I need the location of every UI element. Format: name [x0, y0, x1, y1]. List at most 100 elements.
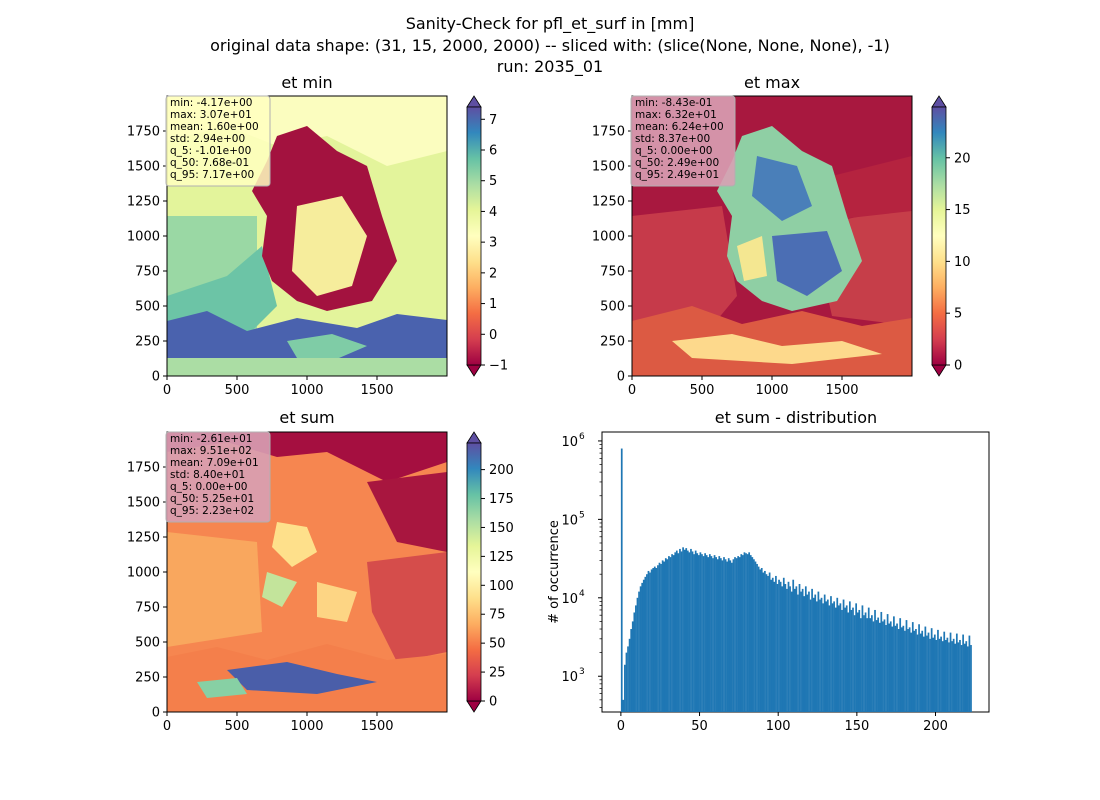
y-tick-label: 750: [600, 265, 625, 280]
histogram-bar: [844, 607, 846, 712]
histogram-bar: [798, 583, 801, 712]
stats-box-background: [165, 95, 271, 187]
histogram-bar: [897, 629, 900, 712]
histogram-bar: [652, 567, 655, 712]
histogram-bar: [660, 563, 662, 712]
histogram-bar: [754, 561, 757, 712]
stat-min: min: -8.43e-01: [635, 97, 712, 109]
histogram-bar: [691, 551, 694, 712]
x-tick-label: 500: [225, 383, 250, 398]
histogram-bar: [715, 557, 717, 712]
histogram-bar: [644, 576, 647, 712]
y-tick-label: 1750: [127, 461, 160, 476]
histogram-bar: [864, 612, 867, 712]
histogram-bar: [929, 638, 931, 712]
y-tick-label: 250: [600, 335, 625, 350]
histogram-bar: [825, 601, 828, 712]
histogram-bar: [970, 645, 972, 712]
histogram-bar: [959, 639, 961, 712]
histogram-bar: [869, 618, 872, 712]
histogram-bar: [641, 582, 644, 712]
histogram-bar: [955, 633, 958, 712]
histogram-bar: [672, 555, 675, 712]
x-tick-label: 1000: [290, 719, 323, 734]
stat-std: std: 8.37e+00: [635, 133, 710, 145]
y-tick-label: 1500: [127, 160, 160, 175]
colorbar-tick-label: 6: [489, 144, 497, 159]
colorbar-tick-label: 50: [489, 637, 506, 652]
stats-box: min: -8.43e-01 max: 6.32e+01 mean: 6.24e…: [630, 95, 736, 187]
histogram-bar: [819, 599, 821, 712]
histogram-bar: [850, 609, 853, 712]
histogram-bar: [852, 607, 854, 712]
y-tick-exponent: 4: [579, 589, 585, 599]
histogram-bar: [671, 554, 673, 712]
x-tick-label: 150: [844, 719, 869, 734]
histogram-bar: [872, 621, 875, 712]
histogram-bar: [815, 601, 818, 712]
map-alps-inner: [287, 334, 367, 361]
histogram-bar: [889, 621, 892, 712]
y-tick-exponent: 3: [579, 667, 585, 677]
colorbar-tick-label: 200: [489, 463, 514, 478]
histogram-bar: [753, 559, 755, 712]
histogram-bar: [622, 699, 625, 712]
histogram-bar: [880, 611, 883, 712]
histogram-bar: [826, 599, 829, 712]
histogram-bar: [642, 579, 645, 712]
histogram-bar: [905, 620, 908, 712]
histogram-bar: [927, 632, 930, 712]
y-tick-label: 1750: [592, 125, 625, 140]
panel-title: et sum: [279, 408, 334, 427]
histogram-bar: [896, 623, 898, 712]
colorbar-tick-label: 150: [489, 521, 514, 536]
histogram-bar: [834, 607, 837, 712]
histogram-bar: [697, 555, 700, 712]
histogram-bar: [729, 560, 732, 712]
map-alps-green: [197, 678, 247, 698]
histogram-bar: [899, 618, 902, 712]
y-tick-label: 1500: [592, 160, 625, 175]
histogram-bar: [721, 560, 724, 712]
histogram-bar: [650, 569, 653, 712]
histogram-bar: [732, 559, 735, 712]
stats-box-background: [165, 431, 271, 523]
histogram-bar: [910, 632, 913, 712]
histogram-bar: [705, 555, 708, 712]
histogram-bar: [658, 562, 661, 712]
colorbar-tick-label: −1: [489, 359, 508, 374]
x-tick-label: 200: [923, 719, 948, 734]
map-country-green: [262, 572, 297, 607]
histogram-bar: [907, 629, 909, 712]
map-alps-blue: [227, 662, 377, 694]
histogram-bar: [954, 643, 957, 712]
histogram-bar: [828, 605, 831, 712]
panel-title: et sum - distribution: [715, 408, 877, 427]
histogram-bar: [894, 625, 897, 712]
histogram-bar: [882, 621, 884, 712]
histogram-bar: [784, 583, 787, 712]
histogram-bar: [817, 591, 820, 712]
histogram-bar: [811, 588, 813, 712]
colorbar-gradient: [466, 106, 482, 366]
y-tick-label: 0: [152, 706, 160, 721]
histogram-bar: [886, 614, 889, 712]
histogram-bar: [858, 609, 861, 712]
histogram-bar: [900, 627, 903, 712]
histogram-bar: [625, 652, 628, 712]
histogram-bar: [647, 570, 650, 712]
histogram-bar: [737, 556, 740, 712]
histogram-bar: [918, 624, 920, 712]
histogram-bar: [943, 631, 946, 712]
stat-std: std: 2.94e+00: [170, 133, 245, 145]
stat-mean: mean: 7.09e+01: [170, 457, 259, 469]
histogram-bar: [836, 597, 839, 712]
histogram-bar: [770, 579, 773, 712]
colorbar-tick-label: 0: [489, 695, 497, 710]
histogram-bar: [773, 581, 776, 712]
histogram-bar: [930, 628, 933, 712]
histogram-bar: [731, 562, 733, 712]
histogram-bar: [762, 572, 765, 712]
histogram-bar: [848, 601, 851, 712]
histogram-bar: [760, 567, 763, 712]
